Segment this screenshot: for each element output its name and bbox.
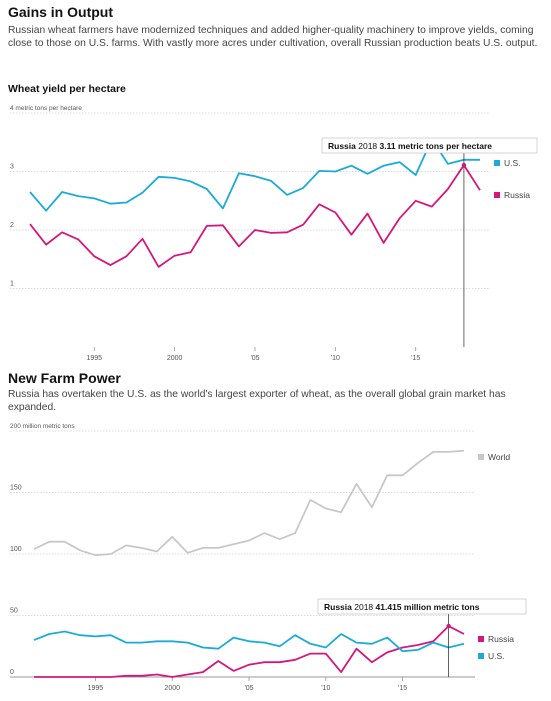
y-unit-label: 4 metric tons per hectare	[10, 105, 82, 112]
annotation-part: 2018	[354, 602, 375, 612]
legend-swatch-world	[478, 454, 484, 460]
y-tick-label: 0	[10, 669, 14, 676]
series-line-russia	[34, 625, 465, 678]
legend-label-u-s: U.S.	[504, 158, 521, 168]
annotation-box	[321, 137, 538, 154]
y-unit-label: 200 million metric tons	[10, 423, 75, 430]
series-line-u-s	[29, 138, 480, 212]
y-tick-label: 2	[10, 222, 14, 229]
legend-swatch-u-s	[494, 160, 500, 166]
section2-description: Russia has overtaken the U.S. as the wor…	[8, 389, 506, 413]
x-tick-label: 2000	[167, 355, 183, 362]
section1-description: Russian wheat farmers have modernized te…	[8, 25, 538, 49]
series-line-russia	[29, 164, 481, 268]
chart1-title: Wheat yield per hectare	[8, 83, 126, 95]
section2-title: New Farm Power	[8, 370, 121, 386]
x-tick-label: 1995	[86, 355, 102, 362]
legend-label-u-s: U.S.	[488, 651, 505, 661]
x-tick-label: '10	[331, 355, 340, 362]
x-tick-label: '10	[321, 685, 330, 692]
annotation-part: 41.415 million metric tons	[376, 602, 480, 612]
x-tick-label: '05	[250, 355, 259, 362]
x-tick-label: '15	[411, 355, 420, 362]
annotation-box	[317, 598, 527, 615]
legend-swatch-russia	[478, 636, 484, 642]
x-tick-label: 2000	[164, 685, 180, 692]
y-tick-label: 150	[10, 485, 22, 492]
y-tick-label: 3	[10, 164, 14, 171]
legend-label-russia: Russia	[504, 190, 530, 200]
legend-swatch-u-s	[478, 653, 484, 659]
annotation-text: Russia 2018 41.415 million metric tons	[324, 602, 480, 612]
annotation-part: Russia	[324, 602, 354, 612]
wheat-yield-chart: 4 metric tons per hectare 1 2 3 1995 2000 '05 '…	[10, 105, 538, 362]
annotation-part: 3.11 metric tons per hectare	[380, 141, 493, 151]
annotation-point	[446, 623, 451, 629]
x-tick-label: '05	[244, 685, 253, 692]
legend-swatch-russia	[494, 192, 500, 198]
series-line-u-s	[33, 630, 465, 653]
annotation-part: 2018	[358, 141, 379, 151]
y-tick-label: 50	[10, 608, 18, 615]
y-tick-label: 1	[10, 281, 14, 288]
x-tick-label: 1995	[88, 685, 104, 692]
legend-label-world: World	[488, 452, 510, 462]
legend-label-russia: Russia	[488, 634, 514, 644]
annotation-text: Russia 2018 3.11 metric tons per hectare	[328, 141, 492, 151]
y-tick-label: 100	[10, 546, 22, 553]
series-line-world	[33, 449, 465, 557]
annotation-point	[461, 162, 467, 168]
section1-title: Gains in Output	[8, 4, 113, 20]
annotation-part: Russia	[328, 141, 358, 151]
x-tick-label: '15	[398, 685, 407, 692]
